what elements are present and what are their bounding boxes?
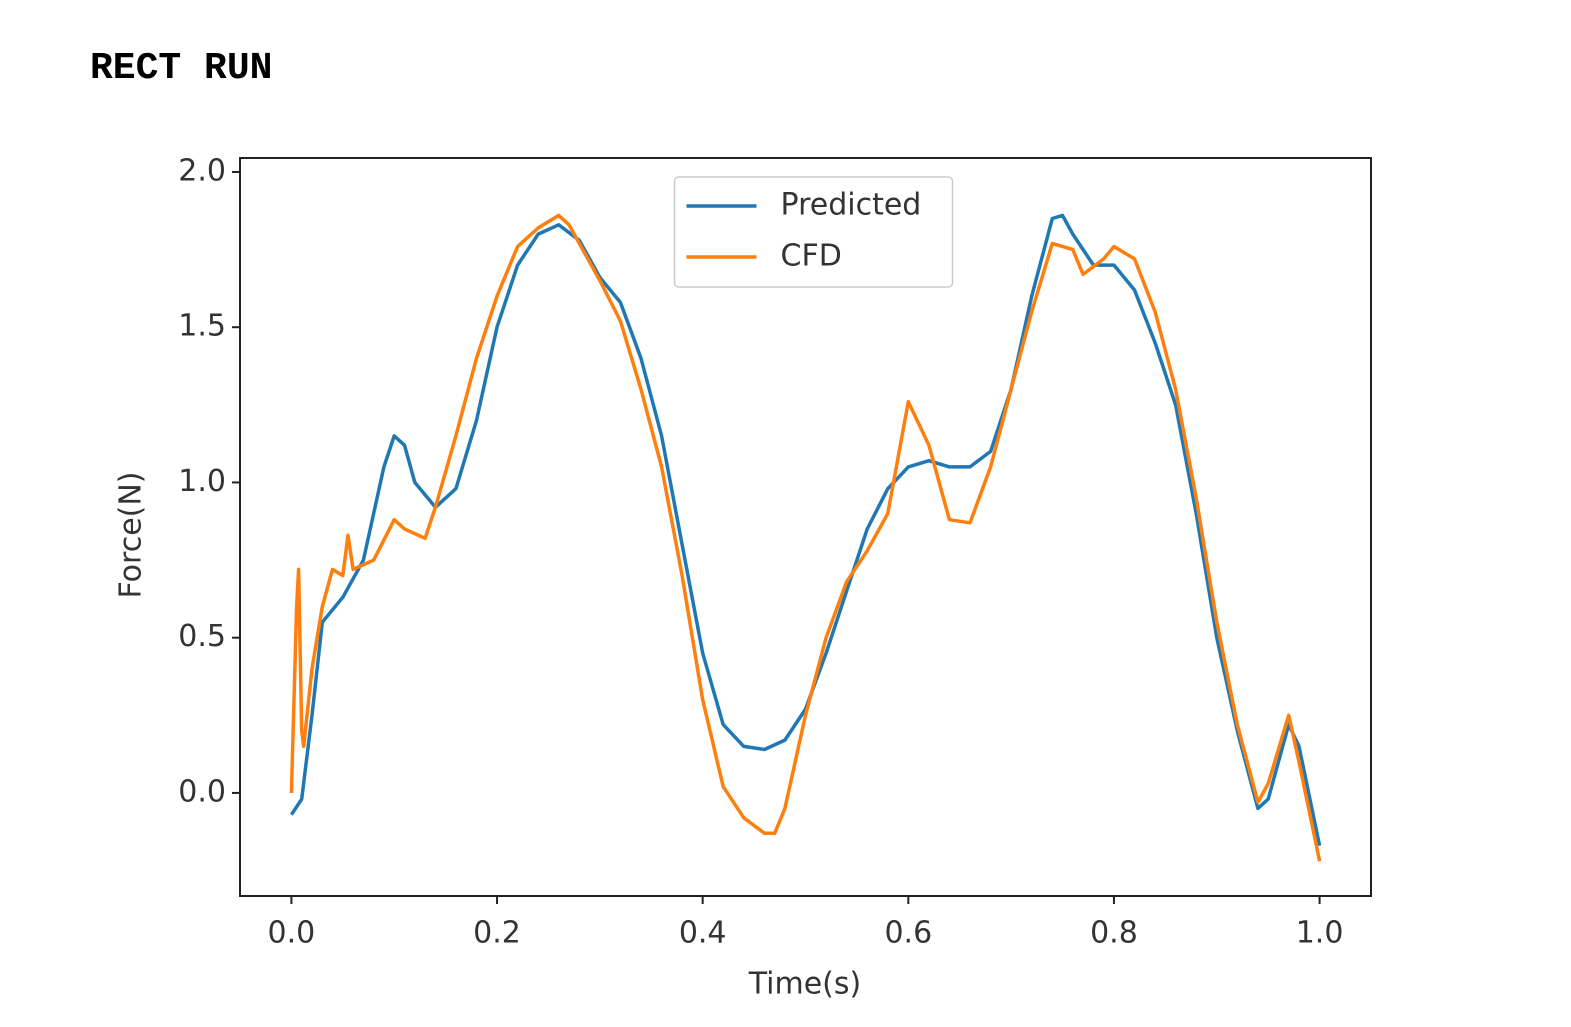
- x-tick-label: 0.8: [1090, 916, 1138, 951]
- x-tick-label: 0.0: [268, 916, 316, 951]
- y-axis-label: Force(N): [114, 471, 149, 598]
- y-tick-label: 0.5: [178, 619, 226, 654]
- x-tick-label: 1.0: [1296, 916, 1344, 951]
- line-series: [289, 213, 1322, 847]
- x-tick-label: 0.4: [679, 916, 727, 951]
- x-tick-label: 0.2: [473, 916, 521, 951]
- x-tick-label: 0.6: [884, 916, 932, 951]
- legend-label: Predicted: [781, 188, 922, 223]
- y-tick-label: 1.0: [178, 464, 226, 499]
- y-tick-label: 1.5: [178, 309, 226, 344]
- y-tick-label: 2.0: [178, 153, 226, 188]
- y-tick-label: 0.0: [178, 774, 226, 809]
- line-series: [289, 213, 1322, 862]
- x-axis-label: Time(s): [748, 967, 861, 1002]
- chart-title: RECT RUN: [90, 47, 272, 90]
- plot-frame: [239, 157, 1372, 897]
- legend-label: CFD: [781, 239, 842, 274]
